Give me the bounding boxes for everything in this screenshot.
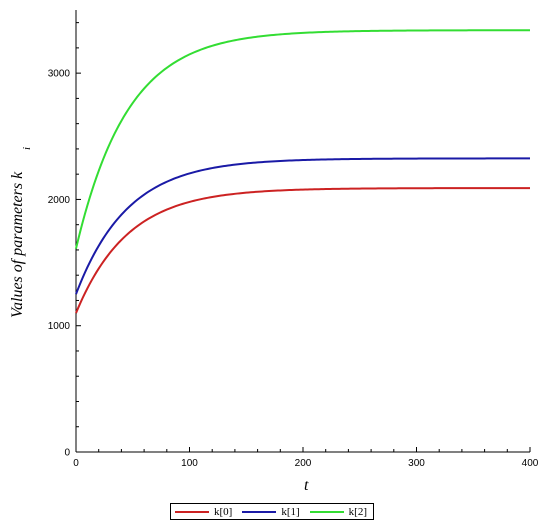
y-tick-label: 0 [64,448,70,459]
legend-swatch-k2 [309,510,344,513]
legend: k[0] k[1] k[2] [170,503,374,520]
y-axis-title: Values of parameters k [9,171,26,318]
y-tick-label: 1000 [48,321,71,332]
legend-label-k2: k[2] [348,505,367,518]
series-line-k1 [75,157,530,295]
legend-swatch-k0 [175,510,209,513]
y-axis-title-subscript: i [21,147,33,150]
series-line-k0 [75,187,530,314]
y-tick-label: 2000 [48,195,71,206]
x-axis-title: t [304,477,309,494]
ticks-layer: 0 100 200 300 400 0 1000 2000 3000 [48,22,539,469]
x-tick-label: 0 [73,458,79,469]
legend-label-k0: k[0] [214,505,233,518]
x-tick-label: 400 [522,458,539,469]
x-tick-label: 100 [181,458,198,469]
legend-item-k0: k[0] [175,506,232,518]
legend-item-k2: k[2] [309,505,367,518]
y-tick-label: 3000 [48,69,71,80]
legend-label-k1: k[1] [281,505,300,518]
x-tick-label: 200 [295,458,312,469]
legend-item-k1: k[1] [242,505,300,518]
legend-swatch-k1 [242,510,277,513]
axes [75,10,530,453]
x-tick-label: 300 [408,458,425,469]
series-layer [75,29,530,314]
series-line-k2 [75,29,530,249]
